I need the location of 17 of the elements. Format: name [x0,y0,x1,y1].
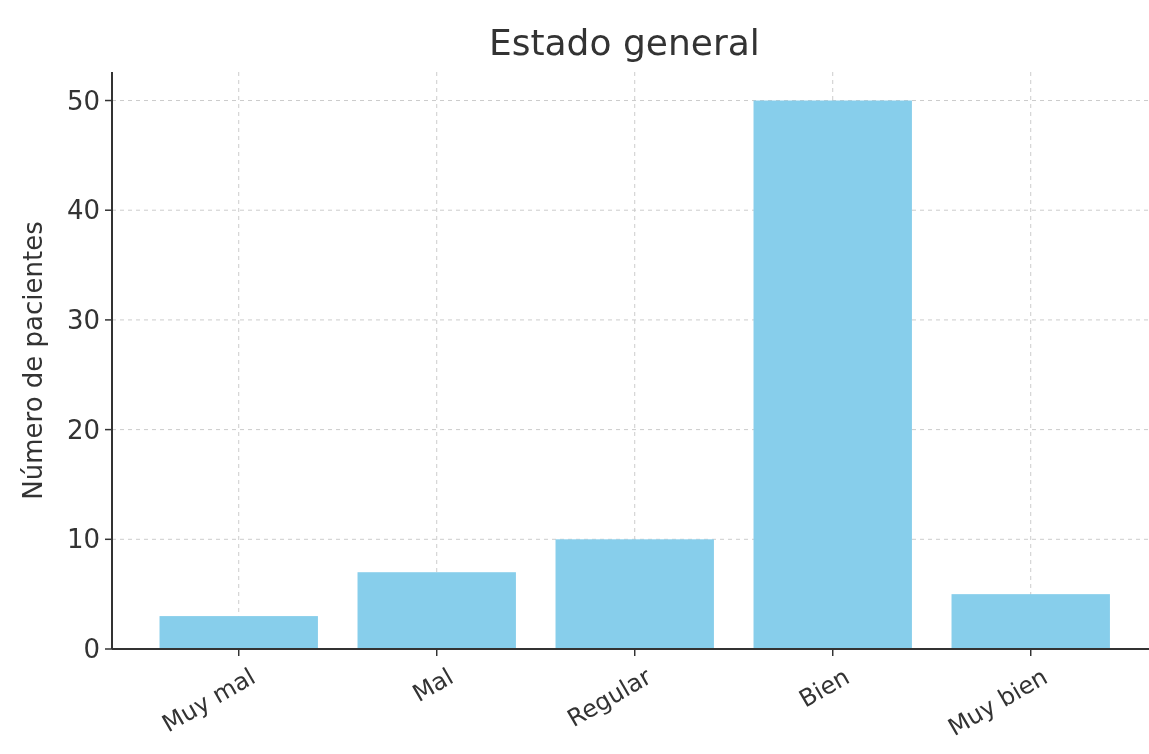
y-axis-title: Número de pacientes [18,221,48,500]
bar [753,100,912,649]
y-tick-label: 30 [66,305,100,336]
x-tick-label: Mal [407,662,459,708]
bar [951,594,1110,649]
chart-title: Estado general [488,22,760,63]
y-tick-label: 50 [66,85,100,116]
x-tick-label: Muy bien [943,662,1053,742]
y-tick-label: 20 [66,414,100,445]
y-tick-label: 40 [66,195,100,226]
bar [555,539,714,649]
y-tick-label: 10 [66,524,100,555]
x-tick-label: Bien [794,662,855,714]
y-tick-label: 0 [83,634,100,665]
x-tick-label: Muy mal [157,662,261,738]
bar [357,572,516,649]
bar [159,616,318,649]
